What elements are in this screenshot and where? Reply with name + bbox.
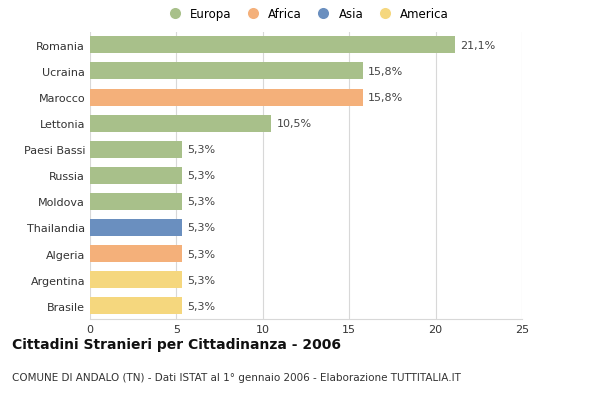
Text: 5,3%: 5,3%: [187, 223, 215, 233]
Bar: [90, 142, 182, 158]
Text: 5,3%: 5,3%: [187, 171, 215, 181]
Text: 5,3%: 5,3%: [187, 275, 215, 285]
Text: Cittadini Stranieri per Cittadinanza - 2006: Cittadini Stranieri per Cittadinanza - 2…: [12, 337, 341, 351]
Bar: [90, 272, 182, 288]
Bar: [90, 220, 182, 236]
Text: 5,3%: 5,3%: [187, 249, 215, 259]
Text: 21,1%: 21,1%: [460, 41, 495, 51]
Bar: [90, 63, 363, 80]
Text: 5,3%: 5,3%: [187, 145, 215, 155]
Text: 5,3%: 5,3%: [187, 301, 215, 311]
Bar: [90, 245, 182, 263]
Text: COMUNE DI ANDALO (TN) - Dati ISTAT al 1° gennaio 2006 - Elaborazione TUTTITALIA.: COMUNE DI ANDALO (TN) - Dati ISTAT al 1°…: [12, 372, 461, 382]
Text: 5,3%: 5,3%: [187, 197, 215, 207]
Bar: [90, 115, 271, 132]
Bar: [90, 37, 455, 54]
Text: 15,8%: 15,8%: [368, 67, 403, 77]
Bar: [90, 298, 182, 315]
Bar: [90, 193, 182, 210]
Bar: [90, 167, 182, 184]
Bar: [90, 89, 363, 106]
Legend: Europa, Africa, Asia, America: Europa, Africa, Asia, America: [163, 8, 449, 21]
Text: 10,5%: 10,5%: [277, 119, 312, 129]
Text: 15,8%: 15,8%: [368, 93, 403, 103]
